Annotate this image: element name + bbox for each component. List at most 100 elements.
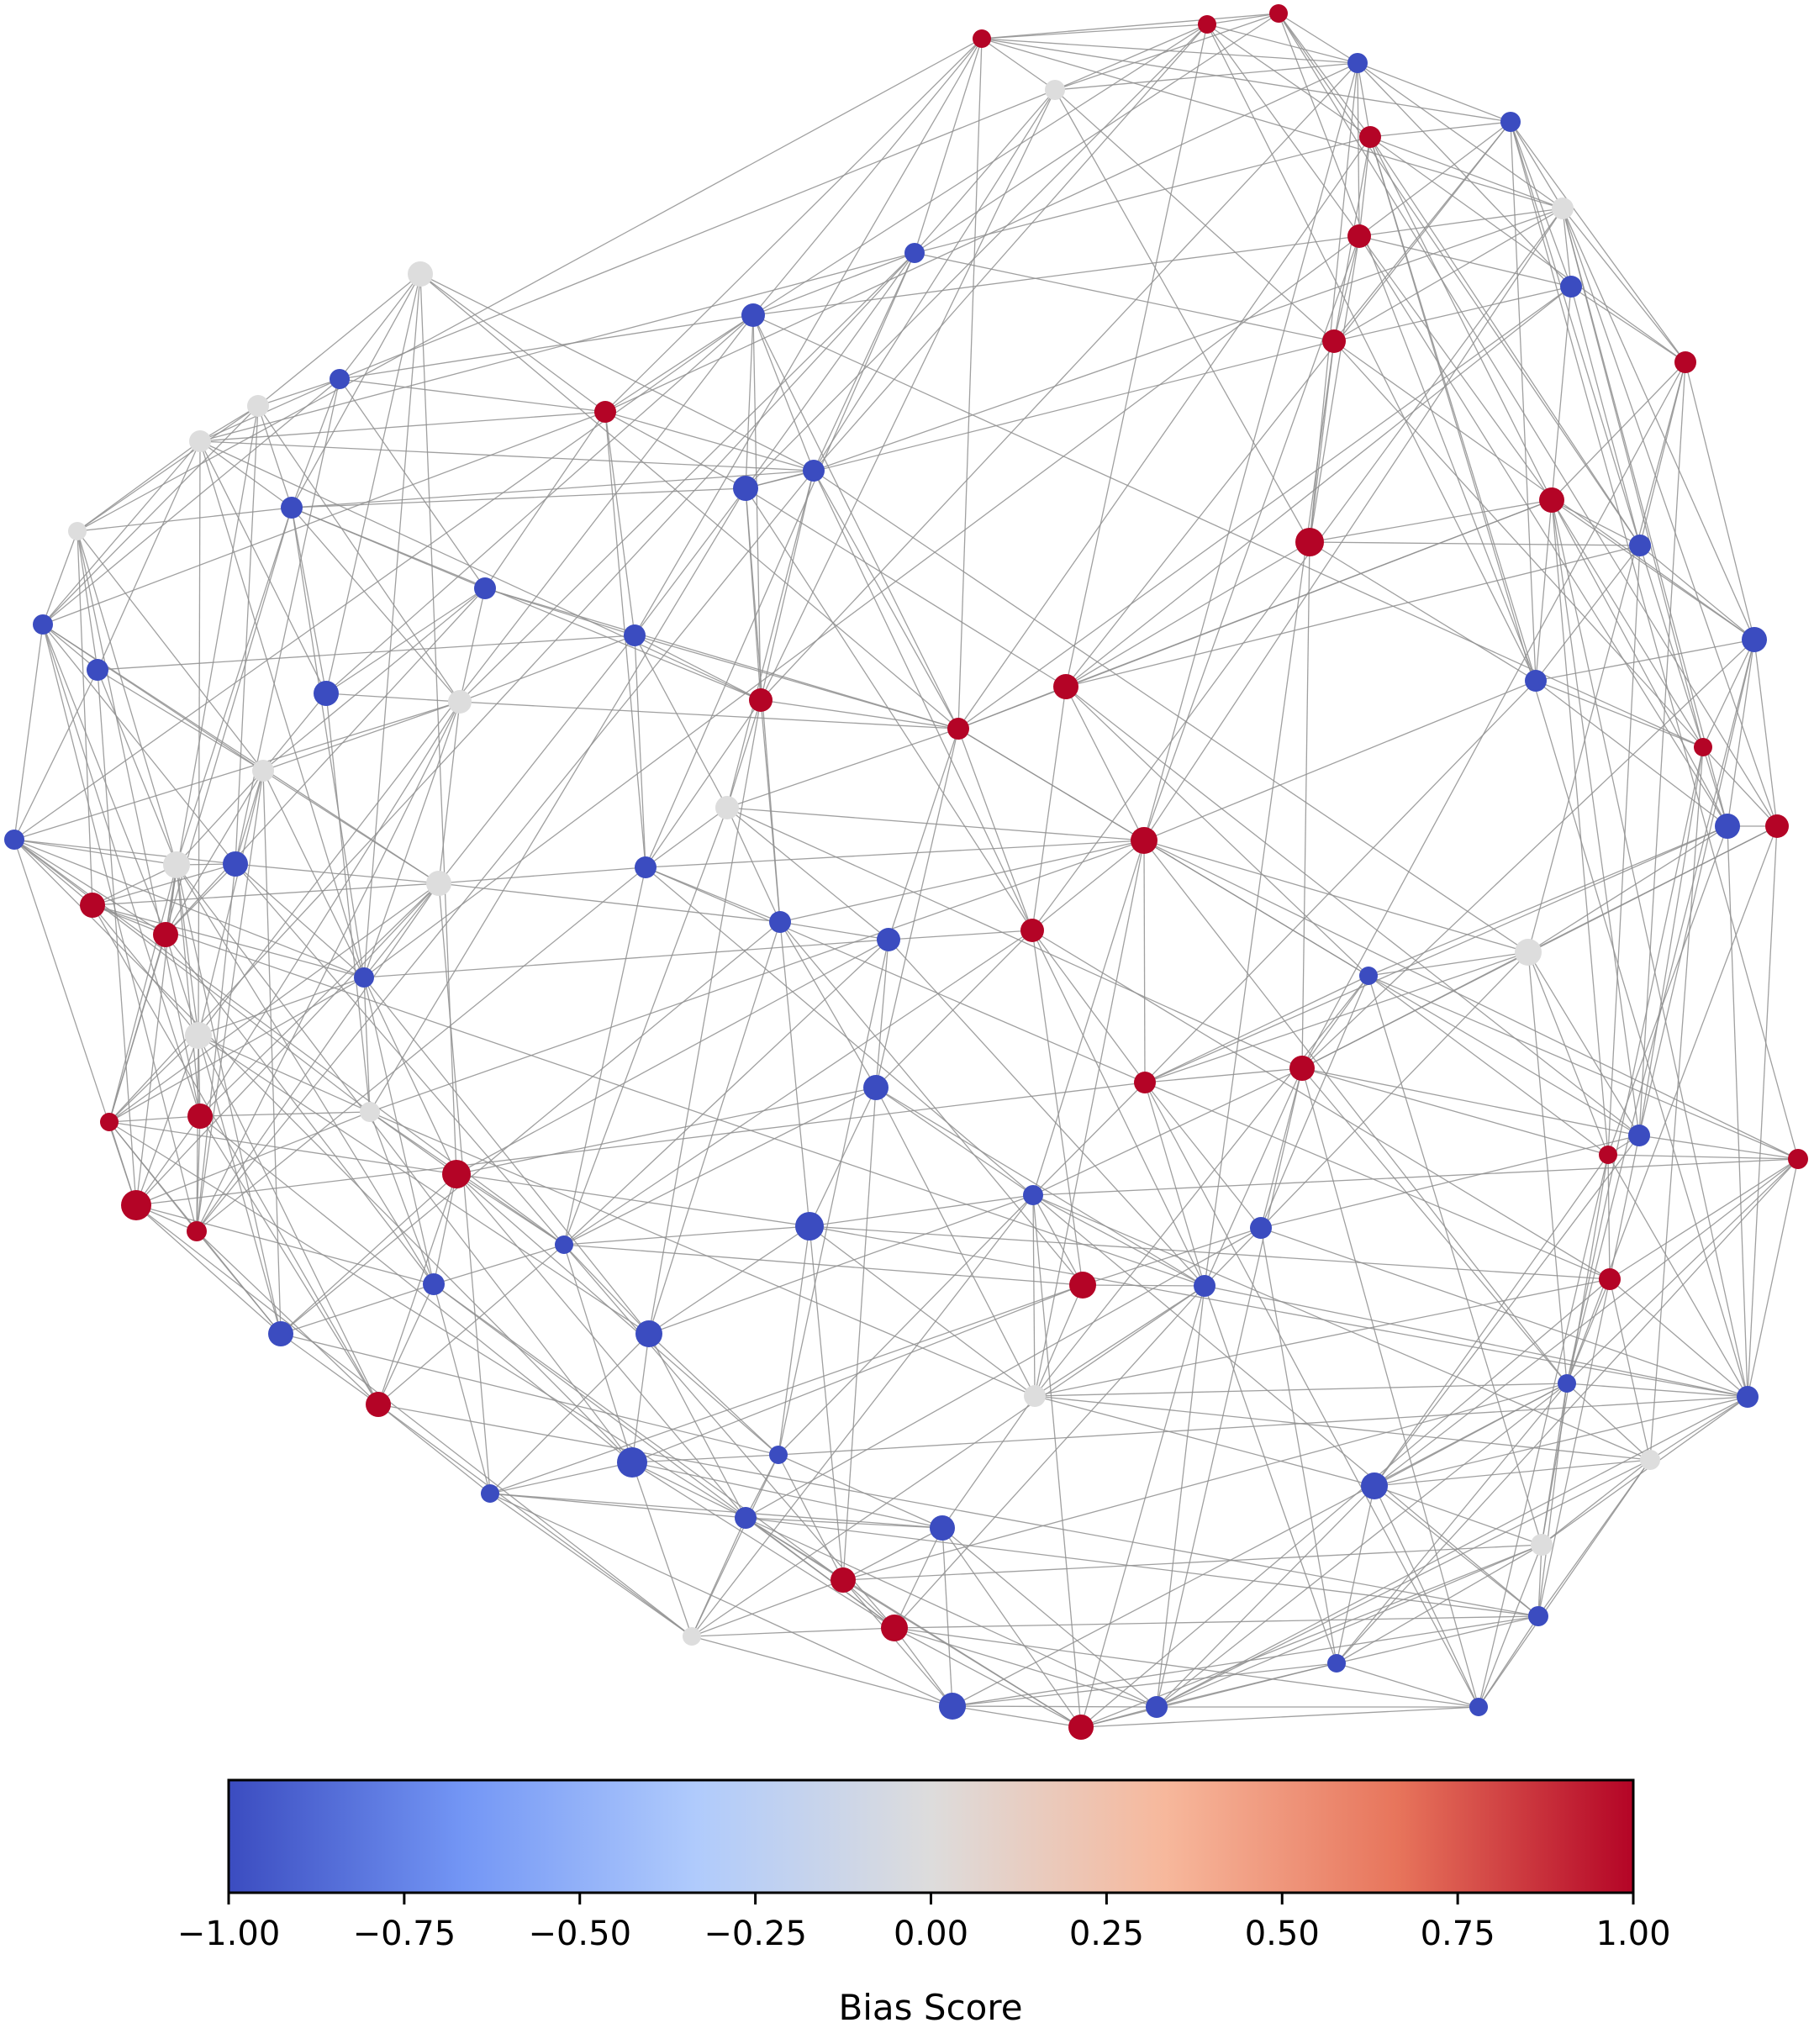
nodes-layer	[4, 4, 1808, 1740]
network-edge	[745, 252, 915, 489]
network-node	[187, 1221, 207, 1241]
network-edge	[363, 977, 435, 1285]
network-edge	[176, 864, 199, 1036]
network-node	[1515, 939, 1542, 966]
network-edge	[726, 807, 781, 923]
network-edge	[1204, 340, 1335, 1287]
network-edge	[1358, 136, 1371, 237]
network-edge	[135, 882, 440, 1206]
network-edge	[1537, 1383, 1568, 1617]
network-edge	[563, 867, 646, 1246]
network-edge	[1702, 639, 1755, 748]
network-node	[481, 1484, 499, 1503]
network-edge	[369, 487, 746, 1113]
network-edge	[196, 770, 264, 1232]
network-edge	[176, 864, 282, 1335]
network-edge	[648, 1225, 810, 1335]
network-edge	[604, 62, 1358, 413]
network-edge	[1032, 1194, 1205, 1287]
network-edge	[42, 624, 201, 1117]
network-edge	[1609, 1278, 1651, 1461]
network-edge	[76, 530, 264, 772]
network-edge	[1156, 1544, 1542, 1708]
network-edge	[952, 1383, 1568, 1707]
network-edge	[894, 1627, 1082, 1728]
network-edge	[1527, 825, 1728, 953]
network-edge	[1374, 1485, 1539, 1617]
network-edge	[1336, 1662, 1479, 1708]
network-node	[423, 1273, 445, 1295]
network-edge	[176, 507, 293, 866]
network-edge	[262, 587, 486, 772]
colorbar: −1.00 −0.75 −0.50 −0.25 0.00 0.25 0.50 0.75 1.00…	[177, 1778, 1671, 2028]
network-edge	[1301, 639, 1755, 1069]
network-edge	[631, 1462, 693, 1637]
network-edge	[92, 882, 440, 906]
network-edge	[456, 1087, 877, 1175]
network-edge	[1551, 499, 1755, 640]
network-edge	[291, 507, 762, 701]
network-node	[1788, 1149, 1808, 1169]
network-edge	[1032, 840, 1145, 1196]
network-edge	[745, 487, 1033, 931]
network-edge	[631, 1454, 779, 1463]
network-edge	[778, 1454, 943, 1529]
network-edge	[1144, 1082, 1205, 1287]
network-edge	[363, 882, 440, 978]
network-node	[1628, 1125, 1650, 1146]
network-edge	[438, 882, 781, 923]
network-edge	[135, 1035, 199, 1206]
network-edge	[1204, 1227, 1262, 1287]
network-edge	[1034, 1278, 1611, 1397]
network-edge	[875, 728, 959, 1088]
network-edge	[1551, 499, 1748, 1398]
network-edge	[631, 1462, 943, 1529]
network-edge	[363, 977, 457, 1175]
network-edge	[1535, 545, 1641, 682]
network-node	[594, 401, 616, 423]
network-edge	[1566, 1278, 1611, 1384]
network-edge	[1566, 639, 1755, 1384]
network-node	[1694, 738, 1712, 756]
network-edge	[1260, 1227, 1337, 1664]
network-node	[617, 1447, 647, 1478]
network-edge	[875, 930, 1033, 1088]
network-node	[189, 430, 211, 452]
network-edge	[1301, 975, 1369, 1069]
network-edge	[199, 252, 915, 442]
network-node	[769, 1446, 788, 1464]
network-edge	[563, 930, 1033, 1246]
network-edge	[459, 587, 486, 703]
network-node	[769, 911, 791, 933]
network-edge	[13, 839, 93, 906]
network-node	[1198, 15, 1216, 34]
network-node	[881, 1615, 908, 1641]
network-edge	[813, 89, 1056, 471]
network-edge	[842, 1527, 943, 1581]
network-edge	[196, 470, 815, 1232]
network-edge	[1753, 639, 1778, 827]
network-edge	[13, 839, 365, 978]
network-edge	[875, 1087, 1034, 1196]
network-edge	[645, 867, 1034, 1196]
network-edge	[92, 904, 365, 978]
network-node	[1558, 1374, 1576, 1393]
network-node	[4, 830, 24, 850]
network-edge	[489, 1493, 953, 1707]
network-edge	[165, 863, 236, 935]
network-edge	[235, 863, 440, 884]
network-edge	[92, 904, 379, 1405]
network-node	[683, 1627, 701, 1646]
network-edge	[1301, 1067, 1609, 1156]
network-edge	[199, 440, 815, 471]
network-edge	[1034, 1383, 1568, 1397]
network-node	[100, 1113, 119, 1131]
network-edge	[1301, 1067, 1479, 1708]
network-edge	[1065, 545, 1641, 687]
network-edge	[1144, 1082, 1611, 1280]
network-node	[1347, 53, 1368, 73]
network-edge	[13, 624, 44, 840]
network-edge	[957, 286, 1572, 730]
network-edge	[135, 1082, 1146, 1206]
network-edge	[1566, 746, 1704, 1384]
